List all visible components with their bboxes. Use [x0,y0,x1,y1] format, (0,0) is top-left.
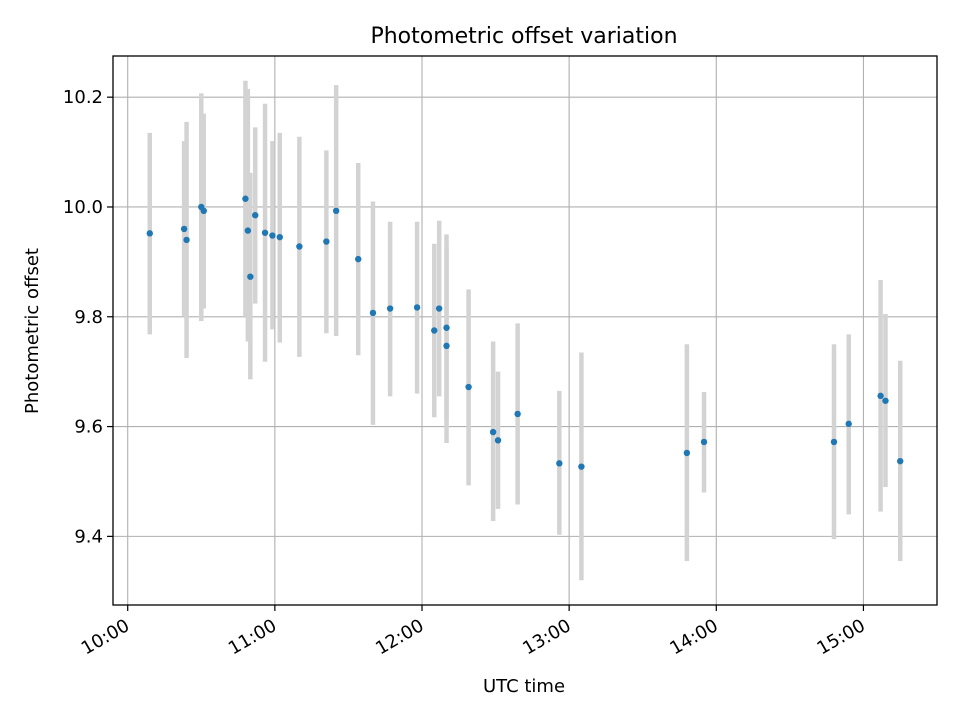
data-point [200,207,207,215]
y-tick-label: 10.2 [63,87,103,108]
data-point [252,212,259,219]
data-point [242,195,249,202]
data-point [247,273,254,280]
data-point [183,236,190,244]
data-point [556,460,563,467]
y-tick-label: 9.4 [74,526,103,547]
data-point [845,420,852,428]
data-point [830,438,838,446]
x-axis-label: UTC time [483,676,565,697]
data-points [146,195,904,470]
data-point [514,410,521,418]
data-point [435,305,443,312]
data-point [369,309,377,317]
data-point [897,457,904,465]
data-point [269,232,276,239]
data-point [332,207,340,215]
data-point [276,233,283,241]
y-tick-label: 9.8 [74,307,103,328]
data-point [700,438,708,446]
data-point [683,449,691,457]
data-point [489,428,497,436]
data-point [431,327,438,334]
y-tick-label: 10.0 [63,197,103,218]
data-point [261,229,269,236]
y-tick-label: 9.6 [74,417,103,438]
data-point [244,227,252,234]
data-point [877,392,884,400]
data-point [180,225,188,233]
data-point [146,230,153,237]
data-point [494,437,502,444]
data-point [296,243,303,250]
data-point [355,255,362,263]
data-point [465,383,472,391]
data-point [882,397,889,404]
grid [113,56,937,605]
data-point [386,305,394,312]
data-point [578,463,585,470]
data-point [443,342,450,350]
y-axis-label: Photometric offset [22,248,43,414]
data-point [323,238,330,245]
chart-title: Photometric offset variation [370,24,677,49]
y-axis-ticks: 9.4 9.6 9.8 10.0 10.2 [63,87,113,547]
data-point [413,304,421,311]
data-point [443,324,450,331]
plot-area-frame [112,55,938,606]
